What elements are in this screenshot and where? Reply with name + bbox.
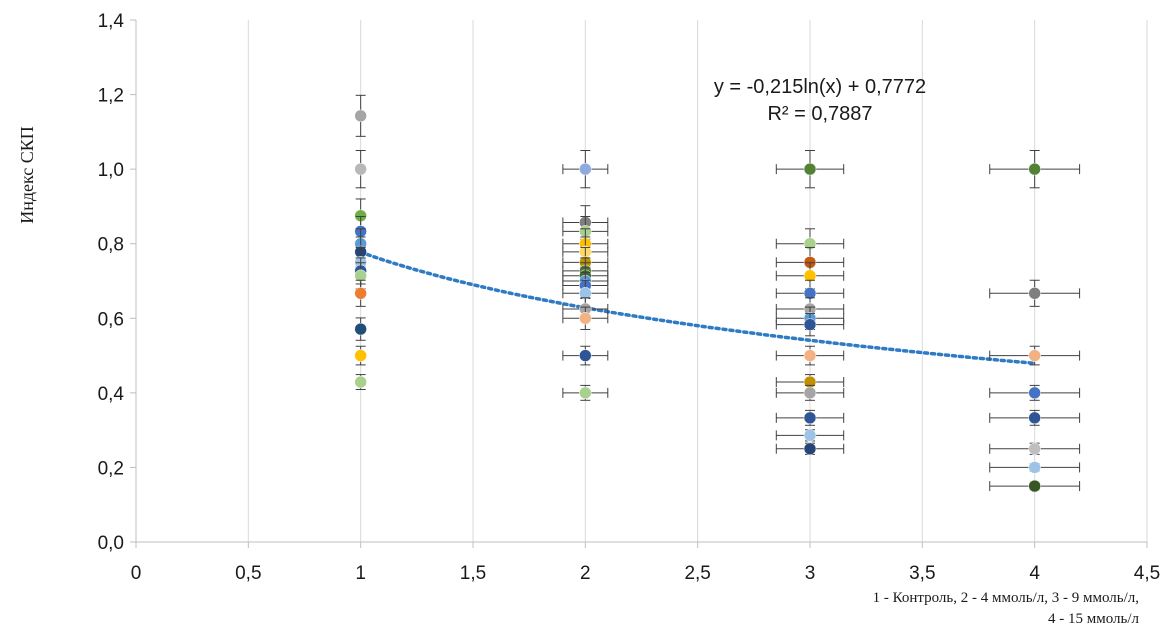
- data-point: [803, 162, 817, 176]
- y-tick-label: 0,2: [98, 458, 124, 479]
- data-point: [803, 442, 817, 456]
- data-point-group: [354, 374, 367, 391]
- gridlines: [247, 20, 1148, 542]
- data-point: [1028, 442, 1041, 456]
- data-point: [579, 349, 592, 362]
- data-point: [579, 386, 592, 400]
- data-point-group: [989, 345, 1081, 366]
- trendline: [358, 250, 1037, 366]
- y-tick-label: 1,4: [98, 11, 125, 32]
- data-point: [803, 318, 817, 331]
- data-point: [354, 287, 367, 300]
- data-point-group: [775, 345, 845, 366]
- y-axis-label: Индекс СКП: [17, 126, 37, 224]
- data-point-group: [775, 150, 845, 189]
- x-axis-label-line-2: 4 - 15 ммоль/л: [1048, 611, 1140, 627]
- y-tick-label: 1,0: [98, 160, 124, 181]
- data-point-group: [989, 384, 1081, 401]
- data-point-group: [562, 306, 609, 330]
- data-point: [579, 312, 592, 325]
- x-tick-label: 0: [131, 563, 142, 584]
- data-point: [1028, 386, 1041, 400]
- data-point: [354, 349, 367, 362]
- x-tick-label: 0,5: [235, 563, 261, 584]
- data-point-group: [775, 409, 845, 426]
- data-point-group: [775, 312, 845, 337]
- data-point-group: [562, 150, 609, 189]
- data-point: [1028, 162, 1041, 176]
- x-tick-label: 4,5: [1134, 563, 1160, 584]
- y-tick-label: 0,6: [98, 309, 124, 330]
- data-point: [1028, 479, 1041, 493]
- data-point: [803, 411, 817, 425]
- data-point-group: [989, 461, 1081, 474]
- trendline-r-squared: R² = 0,7887: [767, 103, 872, 125]
- data-point-group: [775, 429, 845, 442]
- data-point: [1028, 461, 1041, 474]
- x-axis-label-line-1: 1 - Контроль, 2 - 4 ммоль/л, 3 - 9 ммоль…: [873, 590, 1139, 606]
- data-point-group: [775, 442, 845, 456]
- data-point: [579, 162, 592, 176]
- data-point: [803, 349, 817, 362]
- data-point-group: [989, 279, 1081, 307]
- data-point-group: [989, 150, 1081, 189]
- data-point: [354, 109, 367, 123]
- data-point-group: [562, 384, 609, 401]
- data-point-group: [775, 384, 845, 401]
- x-tick-label: 1: [355, 563, 366, 584]
- data-point: [1028, 411, 1041, 425]
- data-point-group: [354, 345, 367, 366]
- x-tick-label: 2,5: [684, 563, 710, 584]
- data-point-group: [354, 150, 367, 189]
- axes: 0,0 0,2 0,4 0,6 0,8 1,0 1,2 1,4 0 0,5 1 1,5 2 2,5 3 3,5…: [98, 11, 1161, 584]
- data-point-group: [354, 317, 367, 341]
- trendline-equation: y = -0,215ln(x) + 0,7772: [714, 76, 926, 98]
- data-point-group: [562, 345, 609, 366]
- x-tick-label: 3: [805, 563, 816, 584]
- data-point: [1028, 287, 1041, 300]
- x-tick-label: 1,5: [460, 563, 486, 584]
- trendline-layer: [358, 250, 1037, 366]
- data-point: [354, 322, 367, 336]
- data-point: [803, 386, 817, 400]
- x-tick-label: 3,5: [909, 563, 935, 584]
- data-point: [1028, 349, 1041, 362]
- y-tick-label: 1,2: [98, 86, 124, 107]
- y-tick-label: 0,8: [98, 235, 124, 256]
- chart-labels: Индекс СКП 1 - Контроль, 2 - 4 ммоль/л, …: [17, 76, 1140, 627]
- data-points: [354, 94, 1081, 493]
- data-point: [354, 162, 367, 176]
- x-tick-label: 4: [1029, 563, 1040, 584]
- data-point: [354, 375, 367, 389]
- data-point-group: [989, 479, 1081, 493]
- x-tick-label: 2: [580, 563, 591, 584]
- data-point-group: [989, 442, 1081, 456]
- data-point-group: [354, 279, 367, 307]
- data-point-group: [354, 94, 367, 137]
- data-point-group: [989, 409, 1081, 426]
- y-tick-label: 0,4: [98, 384, 125, 405]
- y-tick-label: 0,0: [98, 533, 124, 554]
- data-point: [803, 429, 817, 442]
